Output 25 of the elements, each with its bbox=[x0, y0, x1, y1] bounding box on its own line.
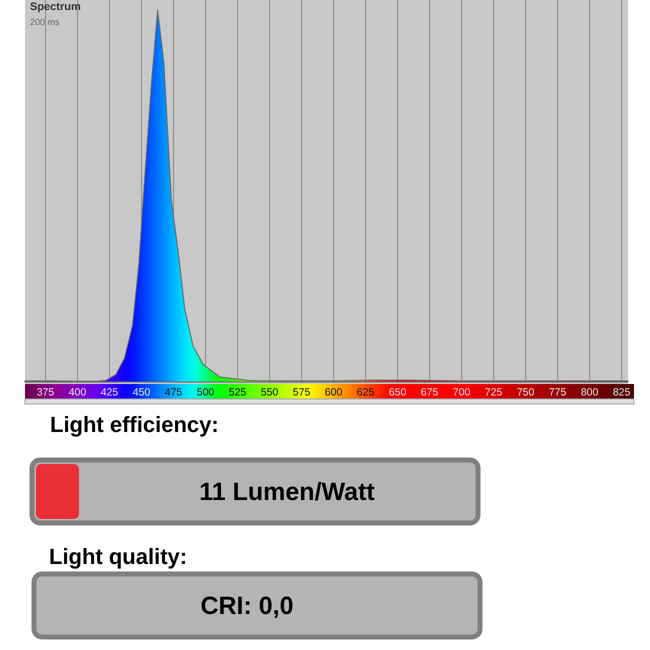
x-tick-label: 800 bbox=[580, 386, 599, 398]
x-tick-label: 375 bbox=[36, 386, 54, 398]
text: 200 ms bbox=[30, 17, 60, 27]
x-tick-label: 750 bbox=[516, 386, 534, 398]
x-tick-label: 600 bbox=[324, 386, 342, 398]
x-tick-label: 675 bbox=[420, 386, 438, 398]
text: Light efficiency: bbox=[50, 412, 219, 437]
x-tick-label: 825 bbox=[612, 386, 631, 398]
x-tick-label: 400 bbox=[68, 386, 86, 398]
chart-title: Spectrum bbox=[30, 1, 81, 13]
x-tick-label: 625 bbox=[356, 386, 374, 398]
x-tick-label: 425 bbox=[100, 386, 118, 398]
x-tick-label: 450 bbox=[132, 386, 150, 398]
x-tick-label: 650 bbox=[388, 386, 406, 398]
x-tick-label: 775 bbox=[548, 386, 566, 398]
text: Light quality: bbox=[49, 544, 188, 569]
x-tick-label: 500 bbox=[196, 386, 214, 398]
x-tick-label: 525 bbox=[228, 386, 246, 398]
text: CRI: 0,0 bbox=[200, 592, 294, 620]
text: 11 Lumen/Watt bbox=[199, 478, 376, 506]
x-tick-label: 475 bbox=[164, 386, 182, 398]
x-tick-label: 700 bbox=[452, 386, 470, 398]
x-tick-label: 550 bbox=[260, 386, 278, 398]
x-tick-label: 575 bbox=[292, 386, 310, 398]
x-tick-label: 725 bbox=[484, 386, 502, 398]
